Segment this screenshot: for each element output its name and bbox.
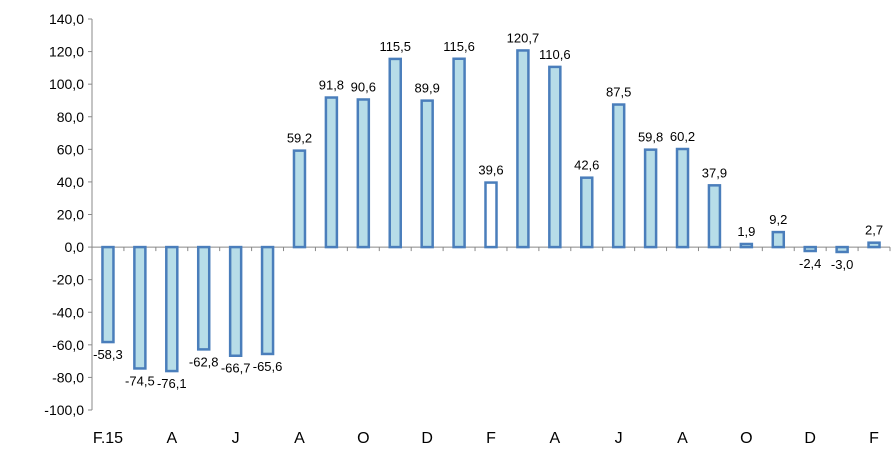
value-label: 2,7: [865, 223, 883, 238]
y-tick-label: 60,0: [57, 141, 84, 157]
bar: [101, 245, 115, 344]
y-tick-label: 80,0: [57, 109, 84, 125]
x-tick-label: F.15: [93, 430, 123, 447]
value-label: -3,0: [831, 257, 853, 272]
x-tick-label: F: [486, 430, 496, 447]
x-tick-label: O: [740, 430, 752, 447]
bar: [803, 245, 817, 253]
bar: [580, 176, 594, 249]
x-tick-label: A: [166, 430, 177, 447]
bar: [324, 96, 339, 249]
value-label: 115,5: [379, 39, 411, 54]
bar: [133, 245, 147, 370]
y-tick-label: 40,0: [57, 174, 84, 190]
bar: [771, 230, 786, 249]
y-tick-label: 0,0: [65, 239, 85, 255]
y-tick-label: 100,0: [49, 76, 84, 92]
x-tick-label: A: [550, 430, 561, 447]
bar: [196, 245, 211, 351]
value-label: 120,7: [507, 30, 540, 45]
value-label: -76,1: [157, 376, 187, 391]
bar: [292, 149, 307, 249]
bar: [228, 245, 243, 357]
value-label: -74,5: [125, 373, 155, 388]
value-label: -58,3: [93, 347, 123, 362]
bar: [452, 57, 466, 249]
value-label: -62,8: [189, 354, 219, 369]
value-label: 39,6: [478, 163, 503, 178]
bar: [260, 245, 275, 356]
value-label: 87,5: [606, 85, 631, 100]
value-label: 37,9: [702, 165, 727, 180]
y-tick-label: 140,0: [49, 11, 84, 27]
value-label: -2,4: [799, 256, 821, 271]
bar: [548, 65, 562, 249]
x-tick-label: J: [615, 430, 623, 447]
bar: [675, 147, 690, 249]
x-tick-label: F: [869, 430, 879, 447]
bar: [611, 103, 626, 249]
y-tick-label: -20,0: [52, 272, 84, 288]
bar: [420, 99, 434, 249]
x-tick-label: A: [677, 430, 688, 447]
bar: [388, 57, 402, 249]
value-label: 115,6: [443, 39, 475, 54]
bar: [867, 241, 881, 249]
x-tick-label: J: [232, 430, 240, 447]
y-tick-label: 120,0: [49, 44, 84, 60]
x-tick-label: D: [421, 430, 433, 447]
value-label: 59,2: [287, 131, 312, 146]
value-label: 91,8: [319, 78, 344, 93]
value-label: 110,6: [539, 47, 571, 62]
bar: [356, 98, 371, 249]
value-label: 1,9: [737, 224, 755, 239]
y-tick-label: -80,0: [52, 369, 84, 385]
bar: [835, 245, 849, 254]
bar: [516, 49, 530, 249]
bar: [643, 148, 658, 249]
value-label: 90,6: [351, 79, 376, 94]
value-label: -66,7: [221, 361, 251, 376]
y-tick-label: -100,0: [44, 402, 84, 418]
x-tick-label: D: [804, 430, 816, 447]
value-label: 89,9: [415, 81, 440, 96]
bar: [739, 242, 754, 249]
y-tick-label: -40,0: [52, 304, 84, 320]
value-label: 59,8: [638, 130, 663, 145]
value-label: -65,6: [253, 359, 283, 374]
y-tick-label: 20,0: [57, 207, 84, 223]
value-label: 42,6: [574, 158, 599, 173]
bar: [165, 245, 179, 373]
x-tick-label: A: [294, 430, 305, 447]
y-tick-label: -60,0: [52, 337, 84, 353]
bar: [707, 184, 722, 249]
x-tick-label: O: [357, 430, 369, 447]
value-label: 9,2: [769, 212, 787, 227]
value-label: 60,2: [670, 129, 695, 144]
bar: [484, 181, 498, 249]
